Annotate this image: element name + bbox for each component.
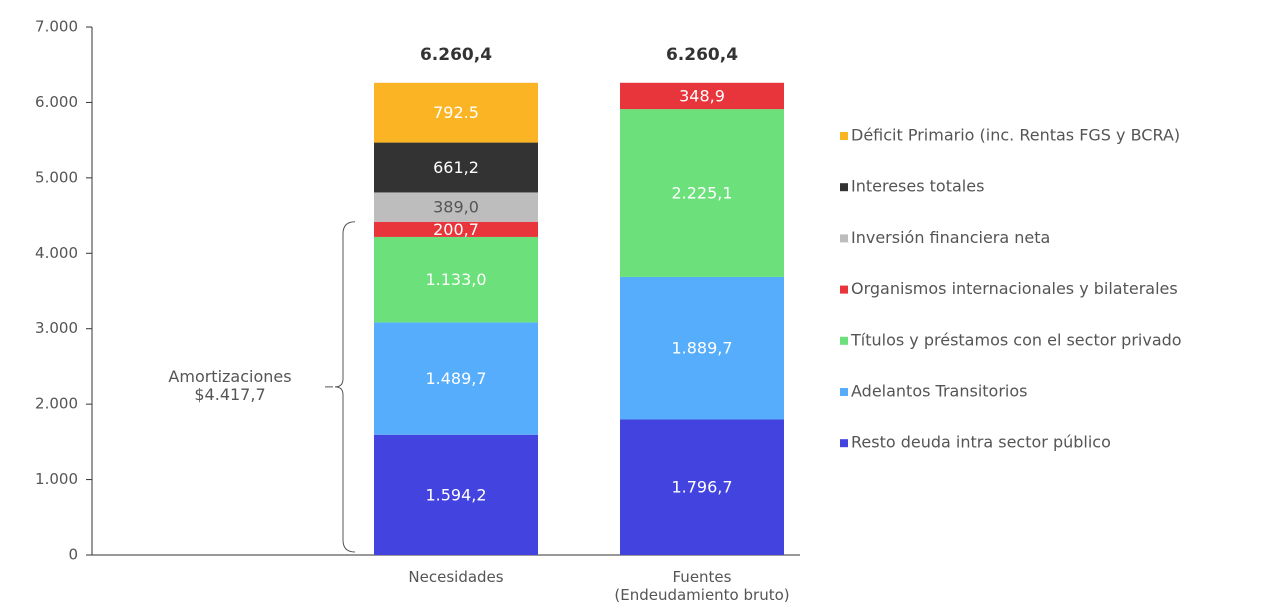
bar-segment	[374, 434, 538, 555]
bar-segment	[374, 322, 538, 435]
legend-label: Organismos internacionales y bilaterales	[851, 279, 1178, 298]
legend-swatch	[840, 132, 848, 140]
value-label: 661,2	[433, 158, 479, 177]
value-label: 1.133,0	[425, 270, 486, 289]
value-label: 389,0	[433, 198, 479, 217]
value-label: 1.889,7	[671, 339, 732, 358]
bar-segment	[374, 142, 538, 193]
legend-label: Déficit Primario (inc. Rentas FGS y BCRA…	[851, 126, 1180, 145]
legend-label: Títulos y préstamos con el sector privad…	[850, 330, 1182, 349]
legend-swatch	[840, 336, 848, 345]
legend-label: Intereses totales	[851, 177, 984, 196]
bar-segment	[374, 236, 538, 323]
y-tick-label: 7.000	[35, 18, 78, 36]
value-label: 1.489,7	[425, 369, 486, 388]
legend-label: Inversión financiera neta	[851, 228, 1050, 247]
legend-label: Adelantos Transitorios	[851, 382, 1027, 401]
value-label: 1.594,2	[425, 485, 486, 504]
value-label: 1.796,7	[671, 478, 732, 497]
legend-swatch	[840, 183, 848, 192]
y-tick-label: 5.000	[35, 168, 78, 186]
bar-segment	[374, 192, 538, 222]
value-label: 200,7	[433, 220, 479, 239]
bar-segment	[620, 109, 784, 277]
total-label: 6.260,4	[420, 45, 492, 65]
y-tick-label: 6.000	[35, 93, 78, 111]
bar-segment	[620, 276, 784, 420]
y-tick-label: 4.000	[35, 244, 78, 262]
bar-segment	[374, 221, 538, 237]
legend-swatch	[840, 439, 848, 448]
legend-swatch	[840, 285, 848, 294]
y-tick-label: 2.000	[35, 395, 78, 413]
value-label: 348,9	[679, 86, 725, 105]
legend-swatch	[840, 388, 848, 396]
bar-segment	[620, 419, 784, 555]
x-tick-label: Necesidades	[408, 568, 504, 586]
y-tick-label: 3.000	[35, 319, 78, 337]
total-label: 6.260,4	[666, 45, 738, 65]
y-tick-label: 1.000	[35, 470, 78, 488]
x-tick-label: Fuentes (Endeudamiento bruto)	[614, 568, 790, 604]
legend-label: Resto deuda intra sector público	[851, 433, 1111, 452]
bar-segment	[374, 82, 538, 143]
bar-segment	[620, 82, 784, 110]
legend-swatch	[840, 234, 848, 243]
y-tick-label: 0	[68, 546, 78, 564]
value-label: 792.5	[433, 103, 479, 122]
annotation: Amortizaciones $4.417,7	[168, 366, 292, 404]
bracket	[334, 221, 356, 553]
value-label: 2.225,1	[671, 184, 732, 203]
